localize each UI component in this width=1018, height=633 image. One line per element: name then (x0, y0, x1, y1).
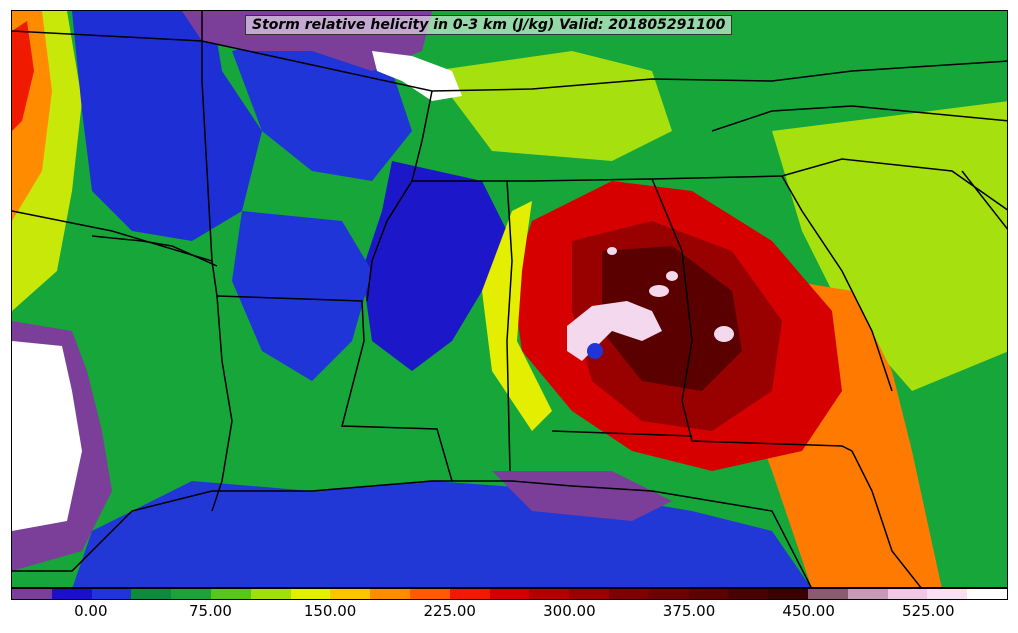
colorbar-tick-label: 450.00 (782, 602, 835, 620)
colorbar-segment (927, 589, 968, 599)
colorbar-segment (887, 589, 928, 599)
colorbar-segment (250, 589, 291, 599)
region-west-red (12, 21, 34, 131)
colorbar-segment (608, 589, 649, 599)
region-yg-north (432, 51, 672, 161)
colorbar-tick-label: 150.00 (303, 602, 357, 620)
map-panel (11, 10, 1008, 588)
map-title: Storm relative helicity in 0-3 km (J/kg)… (245, 15, 733, 35)
colorbar-tick-label: 225.00 (423, 602, 476, 620)
colorbar-segment (648, 589, 689, 599)
region-pink-spot-4 (607, 247, 617, 255)
colorbar-segment (967, 589, 1007, 599)
colorbar-tick-label: 375.00 (662, 602, 716, 620)
colorbar-segment (51, 589, 92, 599)
map-svg (12, 11, 1007, 587)
colorbar-segment (330, 589, 371, 599)
region-blue-west (72, 11, 262, 241)
colorbar-tick-label: 525.00 (902, 602, 955, 620)
colorbar-segment (529, 589, 570, 599)
colorbar-tick-label: 0.00 (74, 602, 108, 620)
region-white-north (372, 51, 462, 101)
region-blue-central (232, 211, 372, 381)
colorbar-segment (91, 589, 132, 599)
colorbar-segment (131, 589, 172, 599)
colorbar-ticks: 0.00 75.00 150.00 225.00 300.00 375.00 450.00 5… (11, 602, 1008, 626)
colorbar-segment (370, 589, 410, 599)
region-blue-mississippi (362, 161, 512, 371)
colorbar-segment (449, 589, 490, 599)
colorbar-segment (171, 589, 211, 599)
region-yellow-ring (482, 201, 552, 431)
colorbar-tick-label: 300.00 (543, 602, 596, 620)
colorbar-segment (688, 589, 729, 599)
colorbar-segment (728, 589, 769, 599)
colorbar-segment (847, 589, 888, 599)
colorbar-segment (569, 589, 609, 599)
region-eye-center (587, 343, 603, 359)
colorbar-segment (290, 589, 331, 599)
colorbar-segment (12, 589, 52, 599)
region-dark-core (602, 246, 742, 391)
region-pink-spot-2 (714, 326, 734, 342)
state-borders (12, 11, 1007, 587)
colorbar-segment (489, 589, 530, 599)
colorbar-tick-label: 75.00 (188, 602, 232, 620)
colorbar-segment (807, 589, 848, 599)
colorbar-segment (210, 589, 251, 599)
region-yg-east (772, 101, 1007, 391)
region-white-west (12, 341, 82, 531)
region-pink-spot-3 (666, 271, 678, 281)
region-pink-spot-1 (649, 285, 669, 297)
colorbar-segment (768, 589, 808, 599)
colorbar (11, 588, 1008, 600)
colorbar-segment (409, 589, 450, 599)
